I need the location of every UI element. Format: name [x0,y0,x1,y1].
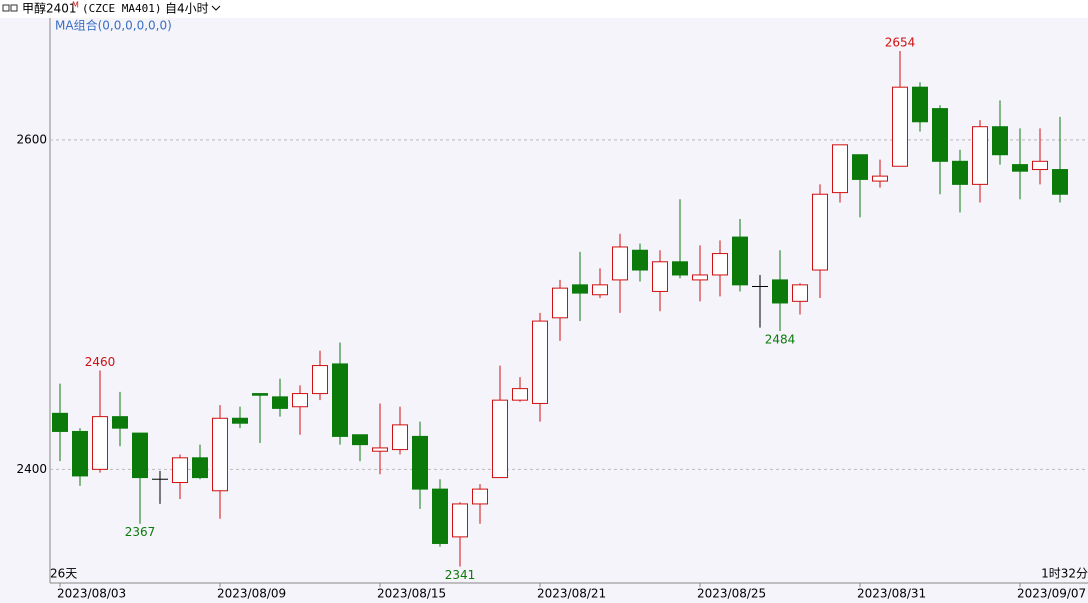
candle-body [652,261,668,292]
candle-body [452,503,468,538]
candle-body [552,287,568,319]
x-tick-label: 2023/09/07 [1017,587,1086,601]
toolbar [0,0,1088,18]
candle-body [1032,160,1048,171]
candle-body [532,320,548,404]
high-label: 2460 [85,355,116,369]
candle-body [832,144,848,194]
candle-body [1012,164,1028,172]
candle-body [1052,169,1068,195]
y-tick-label: 2600 [16,132,47,146]
candle-body [392,424,408,451]
x-tick-label: 2023/08/15 [377,587,446,601]
low-label: 2484 [765,332,796,346]
low-label: 2367 [125,525,156,539]
elapsed-label: 1时32分 [1041,567,1088,581]
candle-body [972,126,988,185]
x-tick-label: 2023/08/25 [697,587,766,601]
candle-body [292,393,308,408]
candle-body [312,365,328,395]
candle-body [332,363,348,437]
candle-body [632,249,648,271]
candle-body [372,447,388,452]
candle-body [352,434,368,446]
candle-body [272,396,288,409]
candle-body [732,236,748,286]
candle-body [412,435,428,490]
candle-body [992,126,1008,156]
candle-body [852,154,868,180]
candle-body [932,108,948,162]
candle-body [572,284,588,294]
candle-body [52,412,68,432]
candle-body [72,430,88,477]
candle-body [712,253,728,276]
candle-body [432,488,448,544]
candle-body [512,388,528,401]
badge: M [72,1,79,10]
candle-body [252,393,268,396]
candle-body [112,416,128,429]
candle-body [472,488,488,505]
candle-body [612,246,628,281]
candle-body [672,261,688,276]
x-tick-label: 2023/08/03 [57,587,126,601]
high-label: 2654 [885,35,916,49]
candle-body [592,284,608,296]
candle-body [232,417,248,424]
candle-body [92,416,108,470]
candle-body [812,193,828,271]
candle-body [212,417,228,492]
candle-body [492,399,508,479]
candle-body [692,274,708,281]
low-label: 2341 [445,568,476,582]
candle-body [872,175,888,182]
x-tick-label: 2023/08/21 [537,587,606,601]
candle-body [132,432,148,479]
candle-body [792,284,808,302]
candle-body [172,457,188,484]
symbol-code: (CZCE MA401) [82,2,161,15]
chart-icon [2,4,18,12]
candle-body [892,86,908,167]
dropdown-arrow[interactable] [211,5,221,11]
x-tick-label: 2023/08/09 [217,587,286,601]
candle-body [192,457,208,479]
candle-body [912,86,928,123]
x-tick-label: 2023/08/31 [857,587,926,601]
candle-body [952,160,968,185]
indicator-label[interactable]: MA组合(0,0,0,0,0,0) [55,18,172,33]
symbol: 甲醇2401 [22,1,77,16]
period-selector[interactable]: 自4小时 [165,2,209,16]
y-tick-label: 2400 [16,462,47,476]
candle-body [772,279,788,304]
span-label: 26天 [50,567,77,581]
